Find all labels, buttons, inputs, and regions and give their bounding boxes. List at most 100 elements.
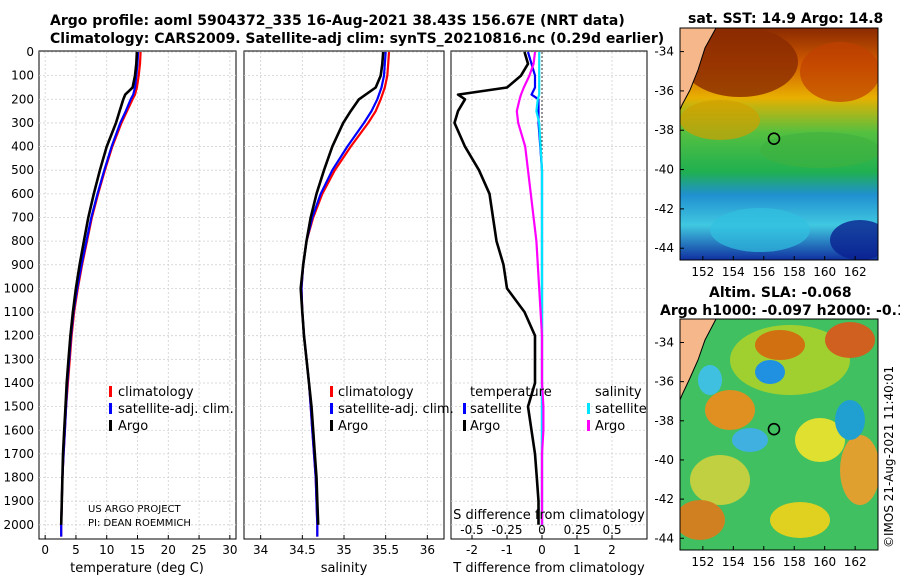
figure-title-line2: Climatology: CARS2009. Satellite-adj cli…: [50, 31, 665, 47]
depth-tick-label: 1600: [3, 423, 34, 437]
map-y-tick-label: -36: [654, 84, 674, 98]
map-x-tick-label: 154: [722, 265, 745, 279]
depth-tick-label: 2000: [3, 518, 34, 532]
map-x-tick-label: 158: [783, 555, 806, 569]
map-y-tick-label: -42: [654, 202, 674, 216]
legend-climatology-swatch: [330, 386, 333, 397]
legend-temperature-title: temperature: [470, 385, 552, 400]
depth-tick-label: 0: [26, 45, 34, 59]
x-tick-label: -2: [466, 543, 478, 557]
figure-title-line1: Argo profile: aoml 5904372_335 16-Aug-20…: [50, 13, 625, 29]
legend-sal-satellite-label: satellite: [595, 402, 647, 417]
depth-tick-label: 200: [11, 92, 34, 106]
x-tick-label: 20: [161, 543, 176, 557]
depth-tick-label: 500: [11, 163, 34, 177]
depth-tick-label: 1200: [3, 329, 34, 343]
depth-tick-label: 1300: [3, 352, 34, 366]
map-x-tick-label: 154: [722, 555, 745, 569]
x-tick-label: 15: [130, 543, 145, 557]
map-y-tick-label: -34: [654, 45, 674, 59]
secondary-tick-label: -0.5: [460, 523, 483, 537]
legend-temp-satellite-label: satellite: [470, 402, 522, 417]
map-y-tick-label: -44: [654, 241, 674, 255]
secondary-tick-label: 0.5: [602, 523, 621, 537]
temperature-axis-label: temperature (deg C): [70, 561, 204, 576]
series-line-salinity-satellite: [535, 52, 544, 525]
legend-salinity-title: salinity: [595, 385, 642, 400]
map-y-tick-label: -34: [654, 335, 674, 349]
salinity-legend: climatology satellite-adj. clim. Argo: [330, 385, 454, 434]
x-tick-label: 0: [538, 543, 546, 557]
depth-tick-label: 100: [11, 69, 34, 83]
map-y-tick-label: -40: [654, 163, 674, 177]
legend-argo-label: Argo: [338, 419, 368, 434]
legend-climatology-label: climatology: [338, 385, 414, 400]
legend-argo-label: Argo: [118, 419, 148, 434]
x-tick-label: 34: [253, 543, 268, 557]
legend-satellite-swatch: [109, 403, 112, 414]
legend-sal-argo-label: Argo: [595, 419, 625, 434]
depth-tick-label: 800: [11, 234, 34, 248]
x-tick-label: 34.5: [289, 543, 316, 557]
difference-legend: temperature salinity satellite Argo sate…: [463, 385, 647, 434]
secondary-tick-label: -0.25: [491, 523, 522, 537]
legend-sal-satellite-swatch: [587, 403, 590, 414]
x-tick-label: 1: [573, 543, 581, 557]
series-line-argo: [59, 51, 139, 525]
secondary-tick-label: 0.25: [564, 523, 591, 537]
x-tick-label: 35.5: [372, 543, 399, 557]
salinity-axis-label: salinity: [321, 561, 368, 576]
map-x-tick-label: 162: [844, 265, 867, 279]
legend-temp-argo-label: Argo: [470, 419, 500, 434]
depth-tick-label: 700: [11, 210, 34, 224]
map-x-tick-label: 160: [813, 555, 836, 569]
x-tick-label: 10: [99, 543, 114, 557]
float-location-marker: [767, 422, 781, 436]
temperature-legend: climatology satellite-adj. clim. Argo: [109, 385, 234, 434]
depth-tick-label: 1400: [3, 376, 34, 390]
sla-argo-height-title: Argo h1000: -0.097 h2000: -0.14: [660, 303, 900, 319]
map-x-tick-label: 152: [691, 265, 714, 279]
map-y-tick-label: -44: [654, 531, 674, 545]
s-difference-axis-label: S difference from climatology: [453, 508, 645, 523]
map-y-tick-label: -36: [654, 375, 674, 389]
legend-sal-argo-swatch: [587, 420, 590, 431]
map-x-tick-label: 158: [783, 265, 806, 279]
legend-satellite-swatch: [330, 403, 333, 414]
legend-argo-swatch: [109, 420, 112, 431]
sla-map-title: Altim. SLA: -0.068: [709, 285, 852, 301]
x-tick-label: 25: [191, 543, 206, 557]
pi-annotation: PI: DEAN ROEMMICH: [88, 518, 191, 529]
map-x-tick-label: 160: [813, 265, 836, 279]
sst-map-title: sat. SST: 14.9 Argo: 14.8: [688, 11, 884, 27]
legend-temp-argo-swatch: [463, 420, 466, 431]
legend-satellite-label: satellite-adj. clim.: [118, 402, 234, 417]
x-tick-label: 2: [608, 543, 616, 557]
legend-climatology-swatch: [109, 386, 112, 397]
map-y-tick-label: -42: [654, 492, 674, 506]
legend-argo-swatch: [330, 420, 333, 431]
depth-tick-label: 1800: [3, 471, 34, 485]
depth-tick-label: 300: [11, 116, 34, 130]
map-x-tick-label: 156: [752, 555, 775, 569]
depth-tick-label: 1700: [3, 447, 34, 461]
x-tick-label: -1: [501, 543, 513, 557]
depth-tick-label: 900: [11, 258, 34, 272]
series-line-argo: [299, 51, 385, 525]
depth-tick-label: 1100: [3, 305, 34, 319]
legend-climatology-label: climatology: [118, 385, 194, 400]
map-x-tick-label: 156: [752, 265, 775, 279]
depth-tick-label: 400: [11, 140, 34, 154]
float-location-marker: [767, 132, 781, 145]
legend-temp-satellite-swatch: [463, 403, 466, 414]
series-line-salinity-argo: [515, 51, 545, 525]
depth-tick-label: 1900: [3, 494, 34, 508]
depth-tick-label: 1000: [3, 281, 34, 295]
map-y-tick-label: -38: [654, 414, 674, 428]
map-y-tick-label: -40: [654, 453, 674, 467]
x-tick-label: 36: [420, 543, 435, 557]
x-tick-label: 5: [72, 543, 80, 557]
map-y-tick-label: -38: [654, 123, 674, 137]
difference-panel: [450, 50, 648, 540]
